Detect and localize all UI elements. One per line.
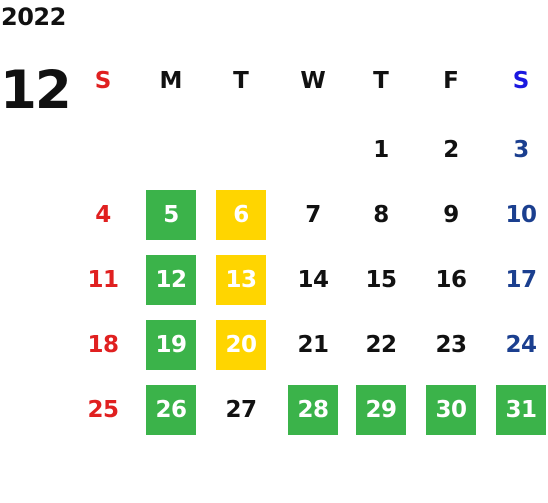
weekday-header-tue: T bbox=[233, 68, 249, 94]
day-cell-2: 2 bbox=[443, 137, 459, 163]
day-cell-5: 5 bbox=[146, 190, 196, 240]
day-cell-26: 26 bbox=[146, 385, 196, 435]
day-cell-6: 6 bbox=[216, 190, 266, 240]
day-cell-18: 18 bbox=[87, 332, 119, 358]
year-label: 2022 bbox=[1, 3, 66, 31]
day-cell-1: 1 bbox=[373, 137, 389, 163]
day-cell-8: 8 bbox=[373, 202, 389, 228]
day-cell-16: 16 bbox=[435, 267, 467, 293]
day-cell-28: 28 bbox=[288, 385, 338, 435]
day-cell-17: 17 bbox=[505, 267, 537, 293]
day-cell-11: 11 bbox=[87, 267, 119, 293]
weekday-header-sun: S bbox=[94, 68, 112, 94]
day-cell-13: 13 bbox=[216, 255, 266, 305]
day-cell-7: 7 bbox=[305, 202, 321, 228]
day-cell-30: 30 bbox=[426, 385, 476, 435]
day-cell-9: 9 bbox=[443, 202, 459, 228]
day-cell-3: 3 bbox=[513, 137, 529, 163]
day-cell-24: 24 bbox=[505, 332, 537, 358]
weekday-header-fri: F bbox=[443, 68, 459, 94]
month-label: 12 bbox=[0, 60, 72, 121]
day-cell-27: 27 bbox=[225, 397, 257, 423]
day-cell-20: 20 bbox=[216, 320, 266, 370]
day-cell-22: 22 bbox=[365, 332, 397, 358]
weekday-header-thu: T bbox=[373, 68, 389, 94]
weekday-header-mon: M bbox=[159, 68, 183, 94]
day-cell-25: 25 bbox=[87, 397, 119, 423]
weekday-header-sat: S bbox=[512, 68, 530, 94]
weekday-header-wed: W bbox=[300, 68, 326, 94]
day-cell-12: 12 bbox=[146, 255, 196, 305]
day-cell-4: 4 bbox=[95, 202, 111, 228]
day-cell-19: 19 bbox=[146, 320, 196, 370]
day-cell-15: 15 bbox=[365, 267, 397, 293]
day-cell-29: 29 bbox=[356, 385, 406, 435]
day-cell-21: 21 bbox=[297, 332, 329, 358]
day-cell-23: 23 bbox=[435, 332, 467, 358]
day-cell-10: 10 bbox=[505, 202, 537, 228]
day-cell-31: 31 bbox=[496, 385, 546, 435]
day-cell-14: 14 bbox=[297, 267, 329, 293]
